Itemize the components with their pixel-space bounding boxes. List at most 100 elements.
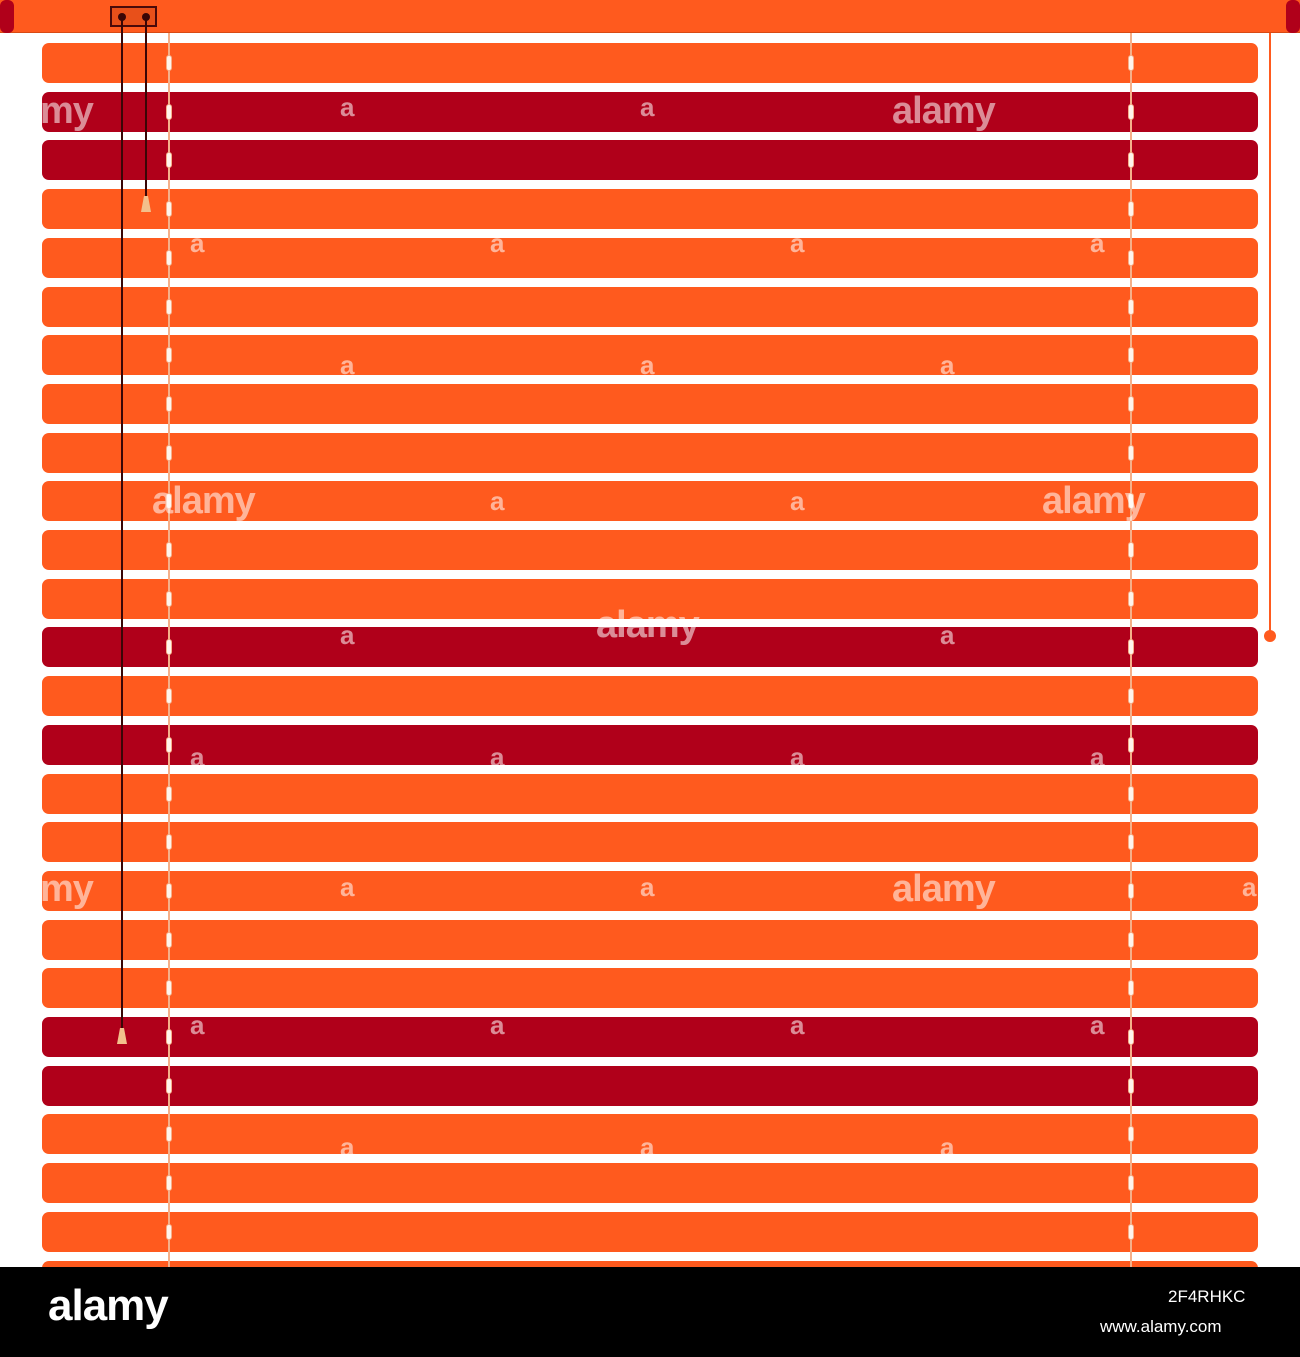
watermark-fragment: a	[190, 228, 205, 258]
stock-footer-bar: alamy 2F4RHKC www.alamy.com	[0, 1267, 1300, 1357]
watermark-fragment: a	[490, 228, 505, 258]
ladder-hole-left	[166, 1224, 172, 1240]
ladder-hole-left	[166, 1175, 172, 1191]
ladder-hole-left	[166, 932, 172, 948]
ladder-hole-left	[166, 980, 172, 996]
ladder-hole-left	[166, 445, 172, 461]
slat	[42, 140, 1258, 180]
slat	[42, 968, 1258, 1008]
slat	[42, 92, 1258, 132]
headrail-end-cap-left	[0, 0, 14, 33]
ladder-hole-left	[166, 104, 172, 120]
watermark-fragment: a	[1090, 742, 1105, 772]
watermark-fragment: a	[1090, 1010, 1105, 1040]
ladder-hole-right	[1128, 1126, 1134, 1142]
watermark-fragment: a	[1242, 872, 1257, 902]
ladder-hole-left	[166, 201, 172, 217]
watermark-fragment: a	[790, 742, 805, 772]
watermark-fragment: a	[340, 1132, 355, 1162]
venetian-blind-illustration: alamy alamy alamy alamy alamy my my a a a a a a a a a a a…	[0, 0, 1300, 1267]
ladder-hole-right	[1128, 250, 1134, 266]
tilt-cord-anchor-left	[118, 13, 126, 21]
slat	[42, 1066, 1258, 1106]
watermark-fragment: a	[640, 1132, 655, 1162]
ladder-hole-left	[166, 542, 172, 558]
ladder-hole-left	[166, 347, 172, 363]
lift-cord-short[interactable]	[145, 20, 147, 198]
ladder-hole-right	[1128, 980, 1134, 996]
watermark-fragment: a	[190, 742, 205, 772]
watermark-fragment: a	[490, 1010, 505, 1040]
slat	[42, 189, 1258, 229]
watermark-fragment: a	[490, 486, 505, 516]
slat	[42, 725, 1258, 765]
headrail-end-cap-right	[1286, 0, 1300, 33]
ladder-hole-right	[1128, 347, 1134, 363]
lift-cord-tassel[interactable]	[117, 1028, 127, 1044]
ladder-hole-right	[1128, 493, 1134, 509]
wand-cord-knob[interactable]	[1264, 630, 1276, 642]
watermark-fragment: a	[340, 92, 355, 122]
slat	[42, 920, 1258, 960]
slat	[42, 871, 1258, 911]
ladder-hole-left	[166, 152, 172, 168]
slat	[42, 1163, 1258, 1203]
footer-site-url: www.alamy.com	[1100, 1317, 1222, 1336]
ladder-hole-right	[1128, 591, 1134, 607]
watermark-fragment: a	[1090, 228, 1105, 258]
ladder-hole-right	[1128, 542, 1134, 558]
slat	[42, 384, 1258, 424]
ladder-hole-right	[1128, 152, 1134, 168]
watermark-fragment: a	[940, 620, 955, 650]
slat	[42, 530, 1258, 570]
ladder-hole-left	[166, 493, 172, 509]
ladder-hole-right	[1128, 396, 1134, 412]
slat	[42, 1114, 1258, 1154]
ladder-hole-right	[1128, 201, 1134, 217]
watermark-fragment: a	[940, 1132, 955, 1162]
slat	[42, 335, 1258, 375]
ladder-hole-left	[166, 55, 172, 71]
watermark-text: alamy	[152, 480, 256, 522]
watermark-fragment: a	[790, 486, 805, 516]
ladder-hole-right	[1128, 1078, 1134, 1094]
watermark-fragment: a	[790, 1010, 805, 1040]
ladder-hole-right	[1128, 1029, 1134, 1045]
watermark-fragment: a	[790, 228, 805, 258]
watermark-fragment: a	[190, 1010, 205, 1040]
ladder-hole-left	[166, 786, 172, 802]
ladder-hole-left	[166, 1126, 172, 1142]
ladder-hole-left	[166, 1029, 172, 1045]
ladder-hole-right	[1128, 445, 1134, 461]
watermark-partial: my	[40, 868, 94, 910]
watermark-fragment: a	[640, 350, 655, 380]
watermark-text: alamy	[892, 868, 996, 910]
watermark-text: alamy	[596, 604, 700, 646]
slat	[42, 1212, 1258, 1252]
slat	[42, 676, 1258, 716]
watermark-fragment: a	[340, 872, 355, 902]
slat	[42, 287, 1258, 327]
headrail	[0, 0, 1300, 33]
slat	[42, 774, 1258, 814]
ladder-hole-right	[1128, 104, 1134, 120]
slat	[42, 238, 1258, 278]
wand-cord[interactable]	[1269, 33, 1271, 633]
ladder-hole-left	[166, 1078, 172, 1094]
ladder-hole-right	[1128, 688, 1134, 704]
watermark-text: alamy	[1042, 480, 1146, 522]
ladder-hole-left	[166, 591, 172, 607]
slat	[42, 579, 1258, 619]
ladder-hole-right	[1128, 639, 1134, 655]
ladder-hole-right	[1128, 737, 1134, 753]
ladder-hole-right	[1128, 883, 1134, 899]
watermark-fragment: a	[340, 620, 355, 650]
lift-cord-long[interactable]	[121, 20, 123, 1030]
ladder-hole-right	[1128, 55, 1134, 71]
ladder-hole-right	[1128, 834, 1134, 850]
watermark-fragment: a	[640, 872, 655, 902]
tilt-cord-anchor-right	[142, 13, 150, 21]
ladder-hole-left	[166, 737, 172, 753]
watermark-fragment: a	[940, 350, 955, 380]
short-cord-tassel[interactable]	[141, 196, 151, 212]
